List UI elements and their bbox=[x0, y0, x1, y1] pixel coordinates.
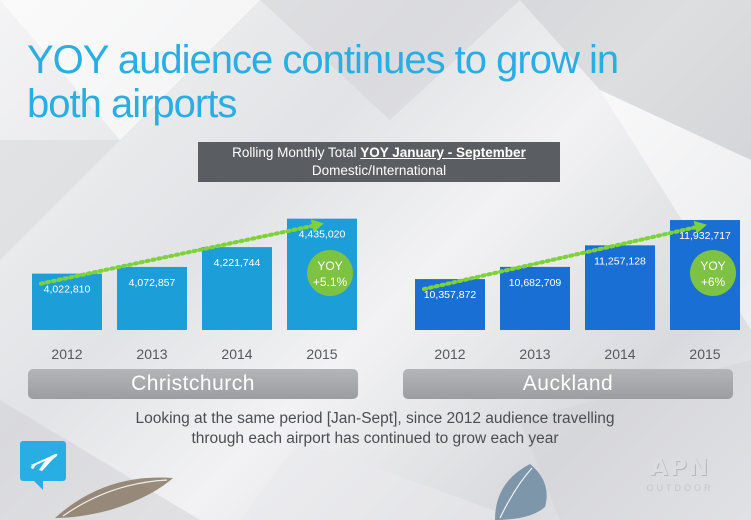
trend-arrowhead bbox=[693, 220, 707, 234]
banner-line-1: Rolling Monthly Total YOY January - Sept… bbox=[198, 144, 560, 162]
caption-line-1: Looking at the same period [Jan-Sept], s… bbox=[135, 410, 615, 427]
chart-subtitle-banner: Rolling Monthly Total YOY January - Sept… bbox=[198, 142, 560, 182]
bar-2014 bbox=[202, 247, 272, 330]
title-line-2: both airports bbox=[27, 82, 237, 126]
trend-line bbox=[422, 224, 703, 292]
city-label-auckland: Auckland bbox=[403, 369, 733, 399]
airplane-icon bbox=[20, 441, 66, 490]
x-tick-2015: 2015 bbox=[689, 346, 720, 362]
value-label-2015: 4,435,020 bbox=[299, 229, 346, 241]
city-label-christchurch: Christchurch bbox=[28, 369, 358, 399]
bar-2013 bbox=[117, 266, 187, 330]
logo-main-text: APN bbox=[650, 455, 710, 481]
value-label-2013: 10,682,709 bbox=[509, 277, 562, 289]
x-tick-2014: 2014 bbox=[604, 346, 635, 362]
value-label-2015: 11,932,717 bbox=[679, 230, 731, 242]
yoy-badge-value: +6% bbox=[701, 275, 726, 289]
trend-arrowhead bbox=[310, 219, 324, 233]
banner-prefix: Rolling Monthly Total bbox=[232, 145, 357, 160]
banner-highlight: YOY January - September bbox=[360, 145, 526, 160]
value-label-2012: 10,357,872 bbox=[424, 289, 477, 301]
logo-sub-text: OUTDOOR bbox=[646, 483, 714, 493]
yoy-badge-value: +5.1% bbox=[313, 275, 348, 289]
yoy-badge-label: YOY bbox=[317, 259, 342, 273]
x-tick-2015: 2015 bbox=[306, 346, 337, 362]
caption-line-2: through each airport has continued to gr… bbox=[191, 430, 559, 447]
feather-decoration-left bbox=[55, 477, 173, 518]
page-title: YOY audience continues to grow in both a… bbox=[27, 38, 619, 126]
value-label-2014: 4,221,744 bbox=[214, 257, 261, 269]
x-tick-2012: 2012 bbox=[434, 346, 465, 362]
x-tick-2013: 2013 bbox=[519, 346, 550, 362]
value-label-2014: 11,257,128 bbox=[594, 255, 646, 267]
chart-auckland: 10,357,872 2012 10,682,709 2013 11,257,128 20… bbox=[415, 220, 740, 362]
trend-line bbox=[39, 222, 320, 286]
bar-charts: 4,022,810 2012 4,072,857 2013 4,221,744 2014 4… bbox=[32, 218, 740, 362]
value-label-2013: 4,072,857 bbox=[129, 277, 176, 289]
bar-2013 bbox=[500, 266, 570, 330]
chart-christchurch: 4,022,810 2012 4,072,857 2013 4,221,744 2014 4… bbox=[32, 218, 357, 362]
x-tick-2014: 2014 bbox=[221, 346, 252, 362]
yoy-badge bbox=[307, 250, 353, 296]
banner-line-2: Domestic/International bbox=[311, 163, 447, 178]
x-tick-2012: 2012 bbox=[51, 346, 82, 362]
bar-2014 bbox=[585, 245, 655, 330]
feather-decoration-right bbox=[495, 464, 547, 520]
apn-outdoor-logo: APN OUTDOOR bbox=[636, 455, 724, 505]
x-tick-2013: 2013 bbox=[136, 346, 167, 362]
value-label-2012: 4,022,810 bbox=[44, 284, 91, 296]
yoy-badge-label: YOY bbox=[700, 259, 725, 273]
title-line-1: YOY audience continues to grow in bbox=[27, 38, 619, 82]
caption-text: Looking at the same period [Jan-Sept], s… bbox=[40, 409, 710, 449]
yoy-badge bbox=[690, 250, 736, 296]
